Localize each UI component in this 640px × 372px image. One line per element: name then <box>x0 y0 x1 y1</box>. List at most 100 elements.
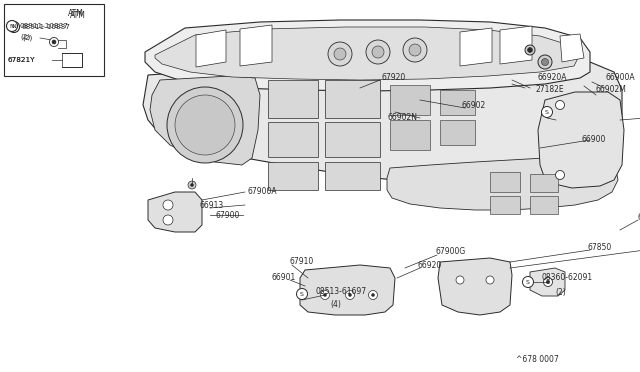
Circle shape <box>546 280 550 284</box>
Circle shape <box>328 42 352 66</box>
Text: 67821Y: 67821Y <box>7 57 35 63</box>
Polygon shape <box>538 92 624 188</box>
Circle shape <box>556 100 564 109</box>
Text: 08911-10837: 08911-10837 <box>20 23 69 29</box>
Polygon shape <box>150 76 260 165</box>
Bar <box>490 196 520 214</box>
Text: 67920: 67920 <box>382 74 406 83</box>
Text: 66900A: 66900A <box>605 74 635 83</box>
Bar <box>530 174 558 192</box>
Circle shape <box>323 294 326 296</box>
Circle shape <box>296 289 307 299</box>
Text: (2): (2) <box>22 35 32 41</box>
Text: 66920A: 66920A <box>538 74 568 83</box>
Text: N: N <box>12 25 17 29</box>
Circle shape <box>369 291 378 299</box>
Text: S: S <box>545 109 549 115</box>
Circle shape <box>52 40 56 44</box>
Circle shape <box>167 87 243 163</box>
Text: 66913: 66913 <box>200 201 224 209</box>
Circle shape <box>49 38 58 46</box>
Text: 66902M: 66902M <box>596 86 627 94</box>
Text: 66900: 66900 <box>582 135 606 144</box>
Bar <box>268 162 318 190</box>
Text: ATM: ATM <box>70 12 86 20</box>
Circle shape <box>527 48 532 52</box>
Text: 67900: 67900 <box>216 211 241 219</box>
Circle shape <box>6 20 17 32</box>
Circle shape <box>334 48 346 60</box>
Text: 66901: 66901 <box>272 273 296 282</box>
Circle shape <box>346 291 355 299</box>
Polygon shape <box>438 258 512 315</box>
Bar <box>490 172 520 192</box>
Text: 08360-62091: 08360-62091 <box>542 273 593 282</box>
Circle shape <box>541 58 548 65</box>
Circle shape <box>522 276 534 288</box>
Text: 66902: 66902 <box>462 100 486 109</box>
Polygon shape <box>460 28 492 66</box>
Circle shape <box>8 22 19 32</box>
Circle shape <box>321 291 330 299</box>
Bar <box>268 122 318 157</box>
Circle shape <box>538 55 552 69</box>
Circle shape <box>366 40 390 64</box>
Bar <box>390 85 430 115</box>
Text: 67821Y: 67821Y <box>7 57 35 63</box>
Bar <box>440 120 475 145</box>
Polygon shape <box>500 26 532 64</box>
Circle shape <box>163 215 173 225</box>
Text: (2): (2) <box>555 288 566 296</box>
Text: 67900A: 67900A <box>248 187 278 196</box>
Circle shape <box>541 106 552 118</box>
Circle shape <box>403 38 427 62</box>
Text: N: N <box>10 23 14 29</box>
Circle shape <box>188 181 196 189</box>
Polygon shape <box>530 268 565 296</box>
Text: ^678 0007: ^678 0007 <box>516 356 559 365</box>
Circle shape <box>486 276 494 284</box>
Circle shape <box>456 276 464 284</box>
Circle shape <box>409 44 421 56</box>
Text: 67900G: 67900G <box>436 247 467 257</box>
Circle shape <box>525 45 535 55</box>
Circle shape <box>191 183 193 186</box>
Polygon shape <box>300 265 395 315</box>
Bar <box>530 196 558 214</box>
Circle shape <box>372 46 384 58</box>
Bar <box>325 162 380 190</box>
Text: 66902N: 66902N <box>388 113 418 122</box>
Polygon shape <box>240 25 272 66</box>
Polygon shape <box>387 158 618 210</box>
Circle shape <box>556 170 564 180</box>
Polygon shape <box>196 30 226 67</box>
Bar <box>325 122 380 157</box>
Bar <box>440 90 475 115</box>
Polygon shape <box>143 60 622 188</box>
Text: 27182E: 27182E <box>535 86 564 94</box>
Circle shape <box>163 200 173 210</box>
Text: 67850: 67850 <box>588 244 612 253</box>
Circle shape <box>371 294 374 296</box>
Text: ATM: ATM <box>68 9 84 17</box>
Text: (2): (2) <box>20 34 30 40</box>
Circle shape <box>175 95 235 155</box>
Text: 67910N: 67910N <box>638 214 640 222</box>
Text: (4): (4) <box>330 301 341 310</box>
Text: 08911-10837: 08911-10837 <box>22 24 71 30</box>
Bar <box>325 80 380 118</box>
Text: S: S <box>526 279 530 285</box>
Circle shape <box>543 278 552 286</box>
Polygon shape <box>145 20 590 91</box>
Text: S: S <box>300 292 304 296</box>
Bar <box>390 120 430 150</box>
Polygon shape <box>155 27 578 80</box>
Bar <box>4 4 104 76</box>
Polygon shape <box>148 192 202 232</box>
Bar <box>268 80 318 118</box>
Text: 66920: 66920 <box>417 260 441 269</box>
Polygon shape <box>560 34 584 62</box>
Text: 67910: 67910 <box>290 257 314 266</box>
Text: 08513-61697: 08513-61697 <box>315 288 366 296</box>
Circle shape <box>349 294 351 296</box>
